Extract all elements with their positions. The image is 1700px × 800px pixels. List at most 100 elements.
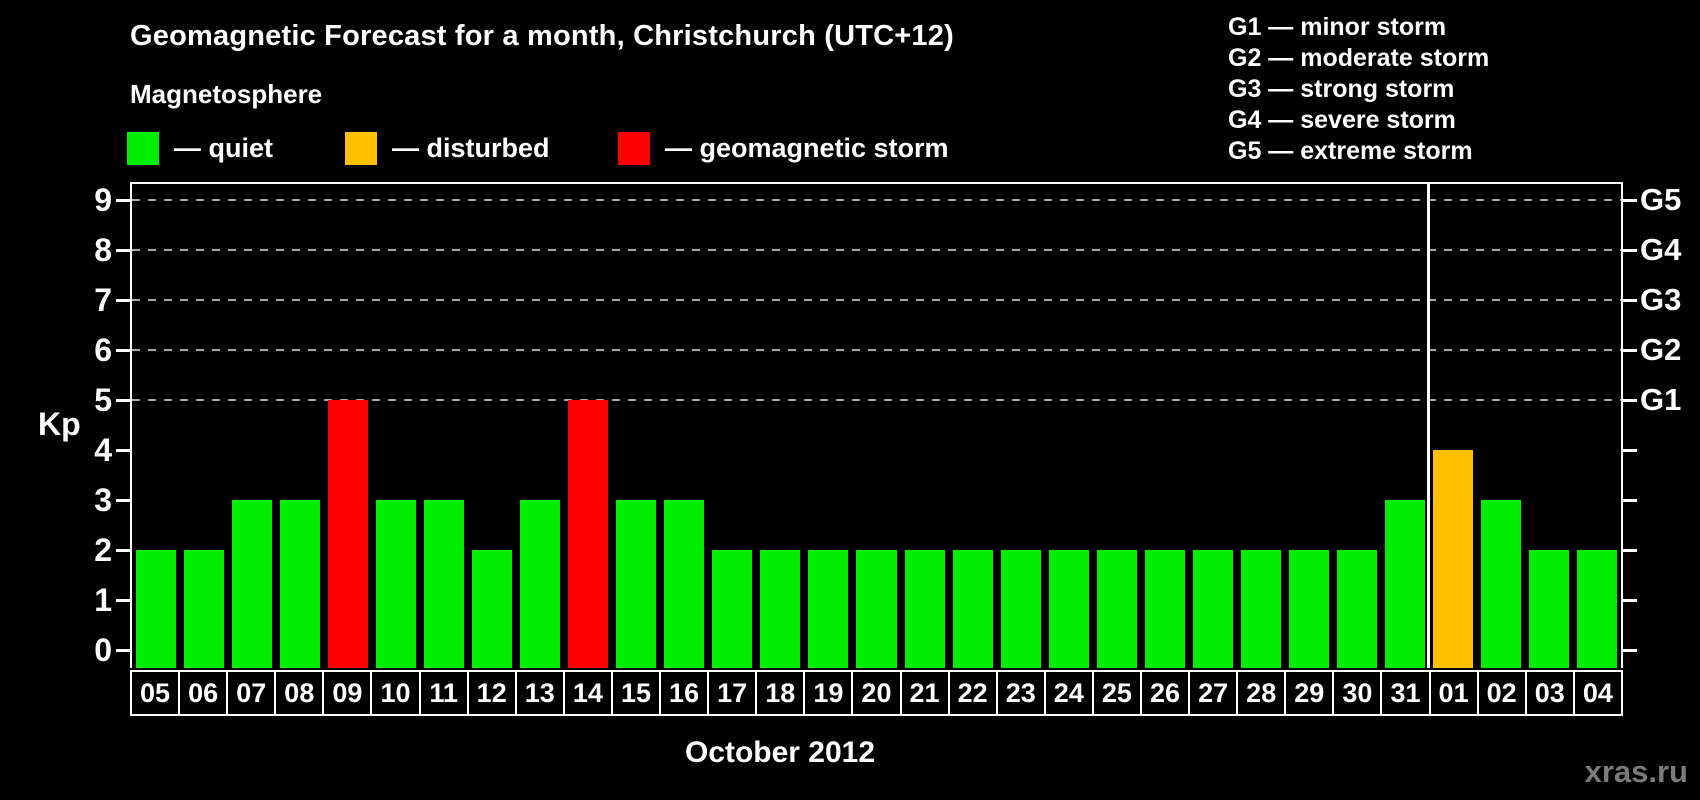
y-axis-label-6: 6 <box>94 332 112 368</box>
day-label-05: 05 <box>130 670 181 716</box>
bar-day-02 <box>1480 500 1521 668</box>
right-axis-label-g1: G1 <box>1640 382 1682 417</box>
y-axis-label-0: 0 <box>94 632 112 668</box>
day-label-19: 19 <box>803 670 854 716</box>
day-label-03: 03 <box>1524 670 1575 716</box>
left-tick-kp9 <box>116 199 130 202</box>
bar-day-30 <box>1336 550 1377 668</box>
storm-scale-g3: G3 — strong storm <box>1228 75 1455 103</box>
bar-day-29 <box>1288 550 1329 668</box>
bar-day-26 <box>1144 550 1185 668</box>
gridline-kp9 <box>132 199 1621 201</box>
storm-scale-legend: G1 — minor storm G2 — moderate storm G3 … <box>1228 12 1489 167</box>
bar-day-09 <box>328 400 369 668</box>
y-axis-label-9: 9 <box>94 182 112 218</box>
legend-item-quiet: — quiet <box>127 131 273 165</box>
storm-color-swatch <box>618 131 650 165</box>
day-label-28: 28 <box>1236 670 1287 716</box>
y-axis-label-5: 5 <box>94 382 112 418</box>
day-label-20: 20 <box>851 670 902 716</box>
day-label-31: 31 <box>1380 670 1431 716</box>
bar-day-28 <box>1240 550 1281 668</box>
x-axis-day-labels: 05 06 07 08 09 10 11 12 13 14 15 16 17 18 19 20 21 22 23 24… <box>130 670 1623 716</box>
right-tick-kp4 <box>1623 449 1637 452</box>
left-tick-kp1 <box>116 599 130 602</box>
y-axis-label-1: 1 <box>94 582 112 618</box>
day-label-14: 14 <box>562 670 613 716</box>
bar-day-16 <box>664 500 705 668</box>
bar-day-23 <box>1000 550 1041 668</box>
bar-day-01 <box>1432 450 1473 668</box>
legend-label-disturbed: — disturbed <box>392 132 550 163</box>
bar-day-22 <box>952 550 993 668</box>
right-tick-kp9 <box>1623 199 1637 202</box>
quiet-color-swatch <box>127 131 159 165</box>
right-axis-label-g5: G5 <box>1640 182 1682 217</box>
bar-day-07 <box>232 500 273 668</box>
gridline-kp5 <box>132 399 1621 401</box>
bar-day-04 <box>1576 550 1617 668</box>
right-axis-label-g4: G4 <box>1640 232 1682 267</box>
bar-day-27 <box>1192 550 1233 668</box>
chart-title: Geomagnetic Forecast for a month, Christ… <box>130 20 954 52</box>
bar-day-25 <box>1096 550 1137 668</box>
right-tick-kp8 <box>1623 249 1637 252</box>
day-label-30: 30 <box>1332 670 1383 716</box>
bar-day-17 <box>712 550 753 668</box>
legend-item-storm: — geomagnetic storm <box>618 131 949 165</box>
bar-day-15 <box>616 500 657 668</box>
day-label-21: 21 <box>899 670 950 716</box>
y-axis-title: Kp <box>38 406 81 442</box>
bar-day-18 <box>760 550 801 668</box>
watermark: xras.ru <box>1584 754 1688 789</box>
day-label-11: 11 <box>418 670 469 716</box>
left-tick-kp5 <box>116 399 130 402</box>
bar-day-19 <box>808 550 849 668</box>
day-label-25: 25 <box>1091 670 1142 716</box>
y-axis-label-4: 4 <box>94 432 112 468</box>
day-label-12: 12 <box>466 670 517 716</box>
day-label-29: 29 <box>1284 670 1335 716</box>
storm-scale-g2: G2 — moderate storm <box>1228 44 1490 72</box>
bar-day-08 <box>280 500 321 668</box>
day-label-15: 15 <box>610 670 662 716</box>
left-tick-kp6 <box>116 349 130 352</box>
legend-item-disturbed: — disturbed <box>345 131 550 165</box>
disturbed-color-swatch <box>345 131 377 165</box>
day-label-18: 18 <box>755 670 806 716</box>
left-tick-kp3 <box>116 499 130 502</box>
day-label-22: 22 <box>947 670 998 716</box>
y-axis-label-7: 7 <box>94 282 112 318</box>
bar-day-20 <box>856 550 897 668</box>
right-tick-kp1 <box>1623 599 1637 602</box>
left-tick-kp0 <box>116 649 130 652</box>
right-tick-kp5 <box>1623 399 1637 402</box>
day-label-02: 02 <box>1476 670 1527 716</box>
bar-day-21 <box>904 550 945 668</box>
day-label-01: 01 <box>1428 670 1479 716</box>
right-tick-kp6 <box>1623 349 1637 352</box>
bar-day-13 <box>520 500 561 668</box>
left-tick-kp8 <box>116 249 130 252</box>
storm-scale-g4: G4 — severe storm <box>1228 106 1456 134</box>
bar-day-03 <box>1528 550 1569 668</box>
right-tick-kp0 <box>1623 649 1637 652</box>
month-separator-line <box>1427 184 1431 668</box>
day-label-16: 16 <box>659 670 710 716</box>
bar-day-24 <box>1048 550 1089 668</box>
right-axis-label-g2: G2 <box>1640 332 1682 367</box>
day-label-09: 09 <box>322 670 373 716</box>
bar-day-10 <box>376 500 417 668</box>
y-axis-label-8: 8 <box>94 232 112 268</box>
legend-label-storm: — geomagnetic storm <box>665 132 949 163</box>
day-label-13: 13 <box>514 670 565 716</box>
bar-day-14 <box>568 400 609 668</box>
day-label-08: 08 <box>274 670 325 716</box>
left-tick-kp4 <box>116 449 130 452</box>
bar-day-31 <box>1384 500 1425 668</box>
bar-day-06 <box>184 550 225 668</box>
day-label-27: 27 <box>1188 670 1239 716</box>
day-label-10: 10 <box>370 670 421 716</box>
bar-day-12 <box>472 550 513 668</box>
left-tick-kp2 <box>116 549 130 552</box>
